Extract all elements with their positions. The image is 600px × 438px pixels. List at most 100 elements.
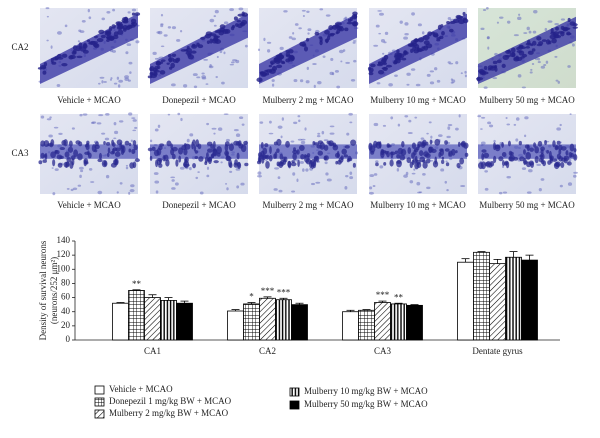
cell-layer (259, 144, 357, 159)
bar (291, 304, 308, 341)
cell (228, 143, 234, 152)
cell (154, 57, 159, 60)
cell (185, 47, 193, 53)
bar (128, 290, 145, 341)
cell (213, 160, 219, 164)
cell (445, 160, 448, 163)
cell (223, 113, 229, 116)
cell (300, 140, 306, 145)
cell (400, 148, 407, 156)
cell (313, 84, 316, 89)
bar (505, 256, 522, 341)
cell (533, 142, 537, 148)
cell (556, 153, 561, 160)
cell (394, 54, 402, 59)
cell (476, 77, 484, 81)
cell (64, 24, 68, 28)
cell (532, 30, 537, 34)
cell (429, 139, 433, 145)
cell (408, 119, 412, 123)
cell (111, 142, 116, 147)
caption: Vehicle + MCAO (57, 95, 121, 105)
cell (447, 126, 451, 130)
error-bar (378, 300, 387, 303)
cell (538, 187, 542, 192)
cell (298, 119, 301, 123)
cell (186, 138, 190, 143)
cell (88, 168, 93, 171)
cell (479, 70, 485, 75)
legend-swatch (94, 397, 105, 407)
cell (158, 145, 163, 151)
cell (317, 150, 324, 156)
cell (563, 157, 568, 164)
cell (305, 168, 309, 172)
cell (376, 141, 381, 146)
cell (56, 84, 61, 87)
cell (71, 127, 75, 130)
cell (417, 23, 422, 27)
cell (299, 41, 306, 47)
cell (132, 119, 137, 122)
cell (515, 117, 520, 121)
cell (558, 149, 562, 155)
cell (542, 160, 547, 167)
cell (51, 167, 54, 169)
cell (46, 39, 49, 42)
cell (368, 142, 373, 151)
cell (116, 25, 124, 31)
cell (324, 38, 330, 43)
cell (156, 31, 161, 34)
cell (170, 62, 175, 69)
legend-swatch (94, 385, 105, 395)
cell (306, 10, 310, 14)
bar (457, 261, 474, 341)
cell (329, 125, 335, 128)
cell (349, 17, 353, 22)
cell (290, 140, 295, 143)
x-tick-label: CA1 (144, 346, 161, 356)
cell (396, 168, 400, 172)
cell (291, 190, 296, 193)
cell (200, 36, 206, 40)
cell (396, 49, 400, 54)
cell (527, 50, 534, 55)
cell (271, 79, 275, 82)
cell (416, 162, 422, 168)
cell (537, 60, 541, 64)
cell (42, 66, 47, 69)
cell (128, 61, 133, 65)
cell (488, 124, 494, 128)
cell (481, 149, 487, 153)
cell (50, 45, 53, 49)
cell (160, 13, 164, 17)
cell (177, 112, 181, 116)
cell (86, 39, 91, 43)
cell (97, 158, 103, 163)
cell (220, 161, 223, 164)
cell (53, 126, 59, 129)
cell (389, 159, 394, 167)
cell (112, 8, 116, 12)
error-bar (116, 302, 125, 304)
cell (422, 173, 426, 176)
cell (201, 75, 207, 79)
cell (260, 141, 264, 149)
micrograph (368, 114, 469, 195)
cell (154, 128, 159, 132)
cell (429, 81, 435, 85)
error-bar (132, 289, 141, 291)
cell (79, 174, 82, 179)
cell (193, 145, 197, 152)
caption: Mulberry 2 mg + MCAO (262, 95, 354, 105)
cell (206, 174, 210, 178)
cell (205, 83, 209, 85)
cell (368, 67, 374, 73)
cell (82, 44, 88, 49)
cell (292, 152, 297, 161)
cell-layer (40, 13, 138, 85)
cell (460, 185, 466, 188)
cell (237, 161, 241, 168)
cell (378, 61, 383, 66)
cell (416, 47, 423, 53)
